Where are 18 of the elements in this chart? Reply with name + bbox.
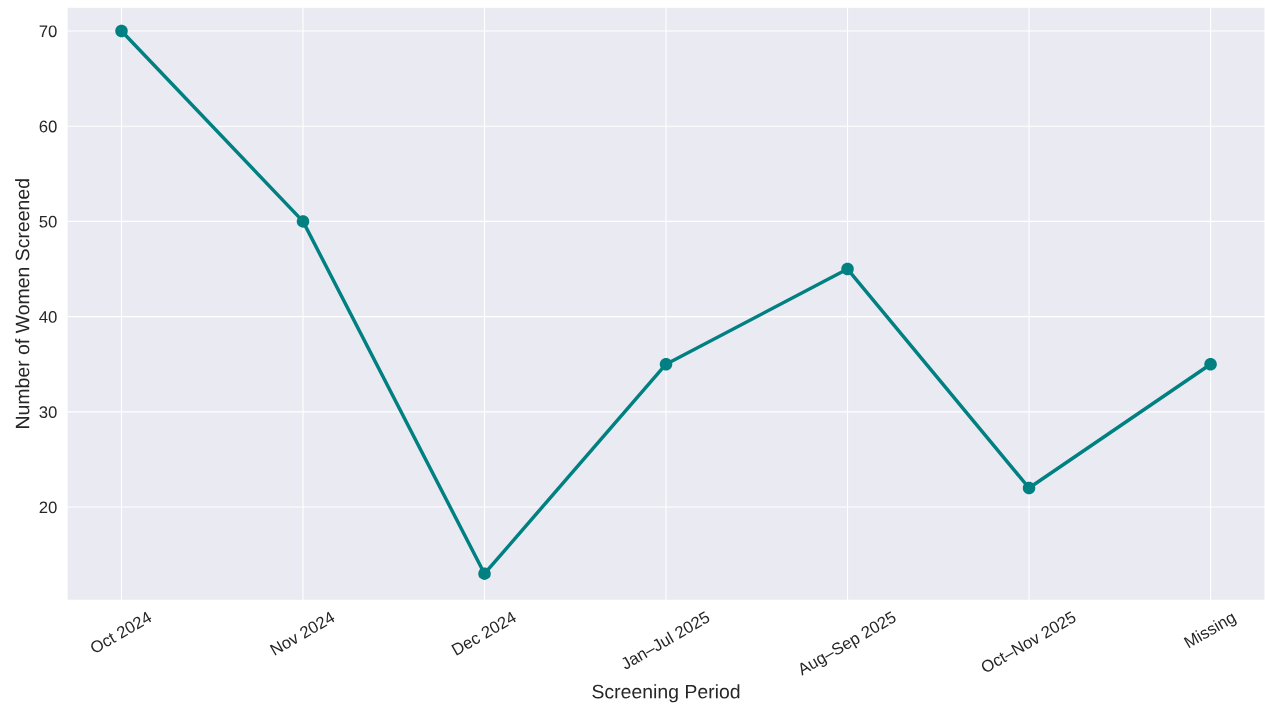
x-tick-label: Oct 2024 <box>89 610 153 655</box>
point <box>1022 481 1036 495</box>
point <box>659 357 673 371</box>
point <box>841 262 854 276</box>
point <box>1204 357 1217 371</box>
y-axis-title: Number of Women Screened <box>15 179 30 428</box>
x-tick-label: Nov 2024 <box>269 610 336 656</box>
x-tick-label: Dec 2024 <box>451 610 518 656</box>
point <box>296 215 310 228</box>
y-tick-label: 70 <box>39 25 57 38</box>
y-tick-label: 20 <box>39 501 57 514</box>
y-tick-label: 30 <box>39 406 57 419</box>
point <box>478 567 491 580</box>
x-axis-title: Screening Period <box>592 684 740 703</box>
y-tick-label: 40 <box>39 311 57 323</box>
y-tick-label: 50 <box>39 215 57 228</box>
y-tick-label: 60 <box>39 120 57 133</box>
point <box>115 24 128 38</box>
